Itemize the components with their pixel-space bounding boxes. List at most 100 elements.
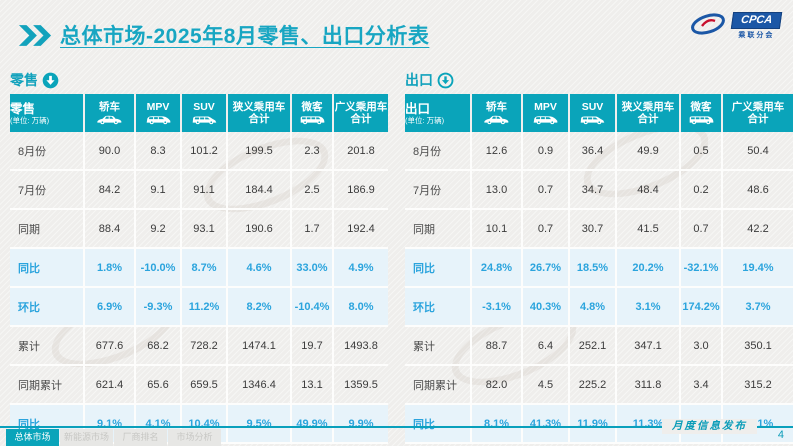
value-cell: 659.5 [181, 365, 228, 405]
row-label: 同期累计 [405, 365, 472, 405]
table-unit-label: (单位: 万辆) [10, 115, 50, 125]
value-cell: 190.6 [227, 209, 292, 249]
sedan-icon [85, 114, 134, 125]
table-header-row: 出口 (单位: 万辆) 轿车 MPV SUV 狭义乘用车 合计 微客 广义乘用车 合计 [405, 94, 793, 132]
microvan-icon [292, 114, 332, 125]
value-cell: 1.7 [291, 209, 334, 249]
value-cell: 19.7 [291, 326, 334, 366]
nav-tab-市场分析[interactable]: 市场分析 [168, 429, 221, 446]
mpv-icon [136, 114, 180, 125]
value-cell: 65.6 [135, 365, 182, 405]
row-label: 同期 [10, 209, 85, 249]
row-label: 同期 [405, 209, 472, 249]
bottom-nav: 总体市场 新能源市场 厂商排名 市场分析 [6, 429, 222, 446]
value-cell: 49.9% [291, 404, 334, 444]
value-cell: 3.1% [616, 287, 681, 327]
table-header-row: 零售 (单位: 万辆) 轿车 MPV SUV 狭义乘用车 合计 微客 广义乘用车 合计 [10, 94, 388, 132]
title-bar: 总体市场-2025年8月零售、出口分析表 [18, 20, 429, 50]
value-cell: 0.9 [522, 132, 570, 171]
table-corner-cell: 出口 (单位: 万辆) [405, 94, 472, 132]
value-cell: 347.1 [616, 326, 681, 366]
column-header-label: 合计 [747, 113, 769, 125]
value-cell: 88.7 [471, 326, 523, 366]
value-cell: 48.4 [616, 170, 681, 210]
row-label: 同比 [10, 248, 85, 288]
value-cell: 4.9% [333, 248, 388, 288]
value-cell: 0.7 [522, 170, 570, 210]
value-cell: 2.5 [291, 170, 334, 210]
row-label: 7月份 [10, 170, 85, 210]
value-cell: 4.8% [569, 287, 617, 327]
value-cell: 199.5 [227, 132, 292, 171]
table-row: 累计 677.6 68.2 728.2 1474.1 19.7 1493.8 [10, 326, 388, 366]
value-cell: 186.9 [333, 170, 388, 210]
cpca-swoosh-icon [688, 12, 728, 38]
table-row: 环比 -3.1% 40.3% 4.8% 3.1% 174.2% 3.7% [405, 287, 793, 327]
sedan-icon [472, 114, 521, 125]
table-corner-label: 零售 [10, 101, 36, 116]
retail-section: 零售 零售 (单位: 万辆) 轿车 MPV SUV 狭义乘用车 合计 微客 广义乘用车 合计 8月份… [10, 66, 388, 444]
table-row: 同比 1.8% -10.0% 8.7% 4.6% 33.0% 4.9% [10, 248, 388, 288]
value-cell: 18.5% [569, 248, 617, 288]
value-cell: 4.5 [522, 365, 570, 405]
table-row: 同期 88.4 9.2 93.1 190.6 1.7 192.4 [10, 209, 388, 249]
table-row: 同期累计 621.4 65.6 659.5 1346.4 13.1 1359.5 [10, 365, 388, 405]
column-header-label: MPV [534, 101, 557, 113]
value-cell: 9.5% [227, 404, 292, 444]
value-cell: 33.0% [291, 248, 334, 288]
row-label: 环比 [405, 287, 472, 327]
column-header: 广义乘用车 合计 [333, 94, 388, 132]
value-cell: 311.8 [616, 365, 681, 405]
value-cell: 40.3% [522, 287, 570, 327]
row-label: 7月份 [405, 170, 472, 210]
column-header: 狭义乘用车 合计 [616, 94, 681, 132]
value-cell: 0.5 [680, 132, 723, 171]
down-arrow-outline-circle-icon [437, 72, 454, 89]
value-cell: 3.0 [680, 326, 723, 366]
value-cell: 30.7 [569, 209, 617, 249]
row-label: 同期累计 [10, 365, 85, 405]
value-cell: 12.6 [471, 132, 523, 171]
value-cell: 621.4 [84, 365, 136, 405]
nav-tab-总体市场[interactable]: 总体市场 [6, 429, 59, 446]
value-cell: 41.5 [616, 209, 681, 249]
value-cell: 201.8 [333, 132, 388, 171]
table-row: 7月份 84.2 9.1 91.1 184.4 2.5 186.9 [10, 170, 388, 210]
value-cell: 84.2 [84, 170, 136, 210]
value-cell: 41.3% [522, 404, 570, 444]
value-cell: 19.4% [722, 248, 793, 288]
column-header-label: 微客 [301, 101, 323, 113]
value-cell: 8.2% [227, 287, 292, 327]
nav-tab-新能源市场[interactable]: 新能源市场 [60, 429, 113, 446]
table-row: 7月份 13.0 0.7 34.7 48.4 0.2 48.6 [405, 170, 793, 210]
export-section: 出口 出口 (单位: 万辆) 轿车 MPV SUV 狭义乘用车 合计 微客 广义乘用车 合计 8月份… [405, 66, 793, 444]
value-cell: 8.7% [181, 248, 228, 288]
row-label: 累计 [405, 326, 472, 366]
value-cell: 1359.5 [333, 365, 388, 405]
value-cell: -9.3% [135, 287, 182, 327]
column-header: 轿车 [471, 94, 523, 132]
value-cell: 4.6% [227, 248, 292, 288]
column-header-label: SUV [193, 101, 215, 113]
cpca-abbr: CPCA [730, 12, 783, 29]
column-header-label: 狭义乘用车 [232, 101, 286, 113]
column-header: 广义乘用车 合计 [722, 94, 793, 132]
value-cell: 90.0 [84, 132, 136, 171]
column-header-label: 合计 [637, 113, 659, 125]
column-header-label: 微客 [690, 101, 712, 113]
column-header-label: 轿车 [99, 101, 120, 113]
nav-tab-厂商排名[interactable]: 厂商排名 [114, 429, 167, 446]
value-cell: 13.0 [471, 170, 523, 210]
value-cell: -32.1% [680, 248, 723, 288]
column-header-label: MPV [146, 101, 170, 113]
value-cell: 8.0% [333, 287, 388, 327]
value-cell: 11.1% [722, 404, 793, 444]
value-cell: 20.2% [616, 248, 681, 288]
value-cell: 252.1 [569, 326, 617, 366]
value-cell: 2.3 [291, 132, 334, 171]
value-cell: 350.1 [722, 326, 793, 366]
table-row: 8月份 12.6 0.9 36.4 49.9 0.5 50.4 [405, 132, 793, 171]
table-row: 同期 10.1 0.7 30.7 41.5 0.7 42.2 [405, 209, 793, 249]
value-cell: 677.6 [84, 326, 136, 366]
table-row: 同比 24.8% 26.7% 18.5% 20.2% -32.1% 19.4% [405, 248, 793, 288]
